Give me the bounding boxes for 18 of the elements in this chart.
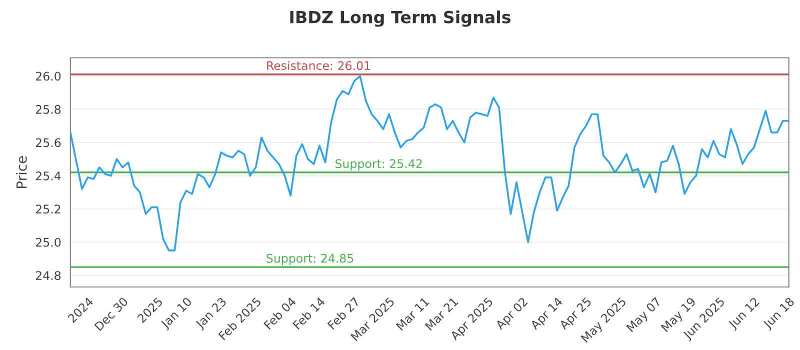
x-tick-label: Jun 18 [762, 296, 796, 331]
y-tick-label: 25.8 [36, 104, 61, 114]
y-tick-label: 24.8 [36, 271, 61, 280]
ref-line-label: Support: 25.42 [336, 159, 422, 170]
y-axis-title: Price [16, 156, 27, 188]
chart-title: IBDZ Long Term Signals [290, 10, 510, 27]
ref-line-label: Resistance: 26.01 [267, 60, 370, 70]
line-series [70, 75, 789, 252]
y-tick-label: 25.2 [36, 204, 60, 214]
y-tick-label: 26.0 [36, 72, 61, 81]
ref-line-label: Support: 24.85 [266, 254, 354, 266]
y-tick-label: 25.6 [36, 138, 61, 148]
x-tick-label: Apr 02 [494, 297, 530, 332]
y-tick-label: 25.4 [36, 171, 61, 180]
x-tick-label: Jun 12 [727, 297, 762, 331]
y-tick-label: 25.0 [36, 238, 61, 247]
x-tick-label: Feb 27 [327, 296, 360, 330]
x-tick-label: Dec 30 [94, 296, 128, 332]
